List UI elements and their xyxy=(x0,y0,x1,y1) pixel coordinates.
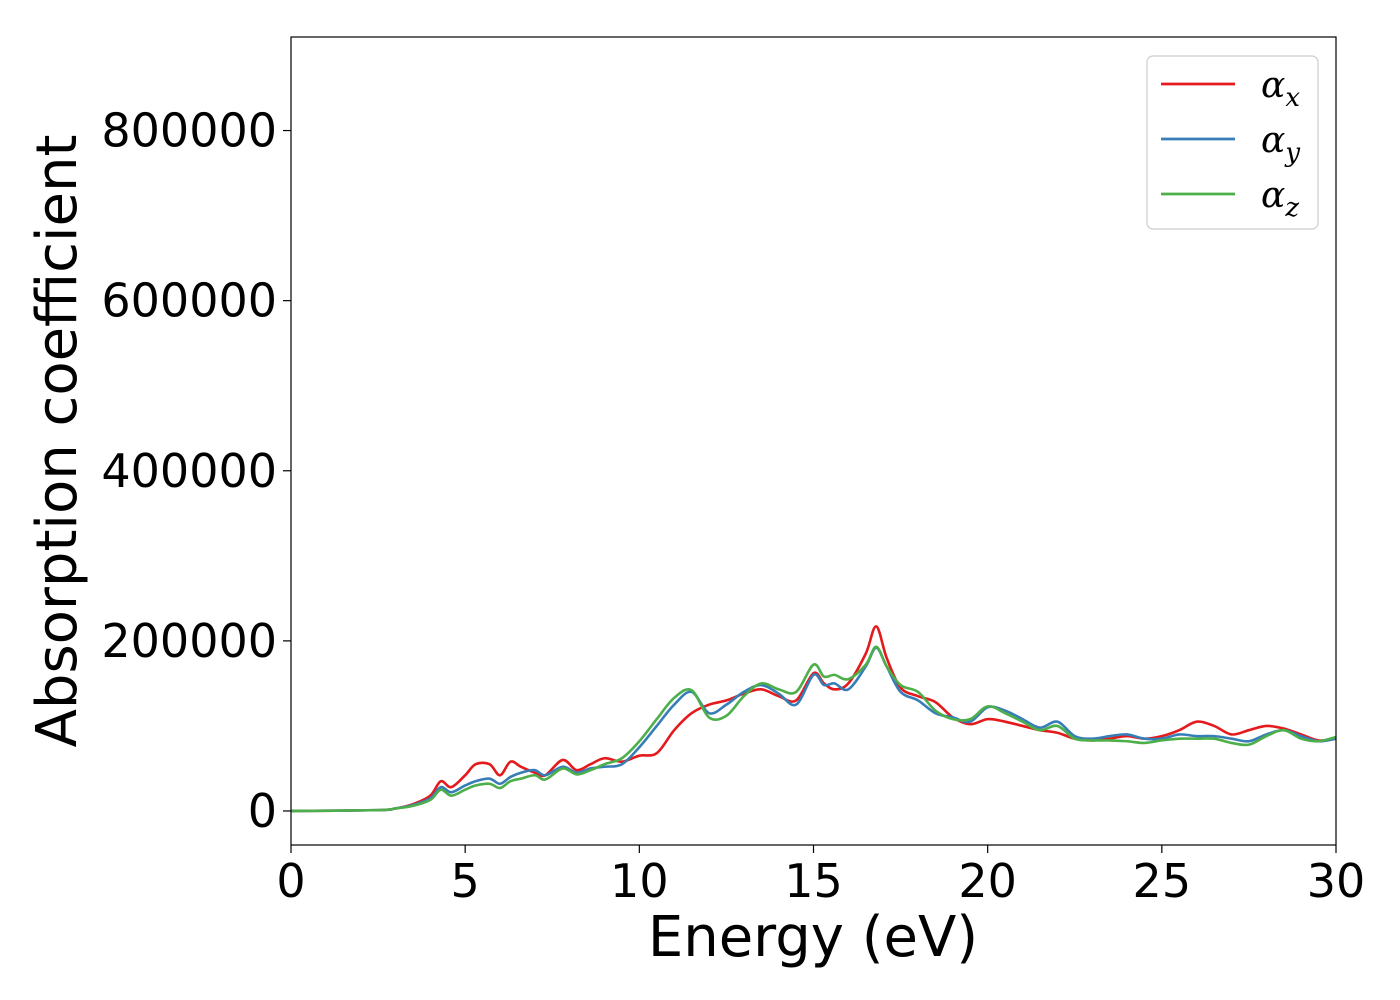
legend-label-z: αz xyxy=(1261,175,1299,223)
x-tick-label: 20 xyxy=(958,854,1017,908)
y-tick-label: 200000 xyxy=(101,614,277,668)
y-tick-label: 600000 xyxy=(101,274,277,328)
x-axis: 0 5 10 15 20 25 30 xyxy=(276,845,1365,908)
legend-label-y: αy xyxy=(1261,120,1300,168)
series-line-z xyxy=(290,645,1337,813)
x-axis-title: Energy (eV) xyxy=(648,905,978,970)
y-axis-title: Absorption coefficient xyxy=(25,135,90,748)
x-tick-label: 0 xyxy=(276,854,305,908)
x-tick-label: 15 xyxy=(784,854,843,908)
legend-box xyxy=(1146,55,1319,230)
x-tick-label: 25 xyxy=(1133,854,1192,908)
x-tick-label: 5 xyxy=(451,854,480,908)
series-line-x xyxy=(290,625,1337,813)
x-tick-label: 30 xyxy=(1307,854,1366,908)
legend-label-x: αx xyxy=(1261,65,1300,113)
y-tick-label: 0 xyxy=(248,784,277,838)
y-axis: 0 200000 400000 600000 800000 xyxy=(101,104,291,838)
series-layer xyxy=(290,625,1337,813)
series-line-y xyxy=(290,646,1337,813)
y-tick-label: 400000 xyxy=(101,444,277,498)
legend: αx αy αz xyxy=(1146,55,1319,230)
x-tick-label: 10 xyxy=(610,854,669,908)
y-tick-label: 800000 xyxy=(101,104,277,158)
